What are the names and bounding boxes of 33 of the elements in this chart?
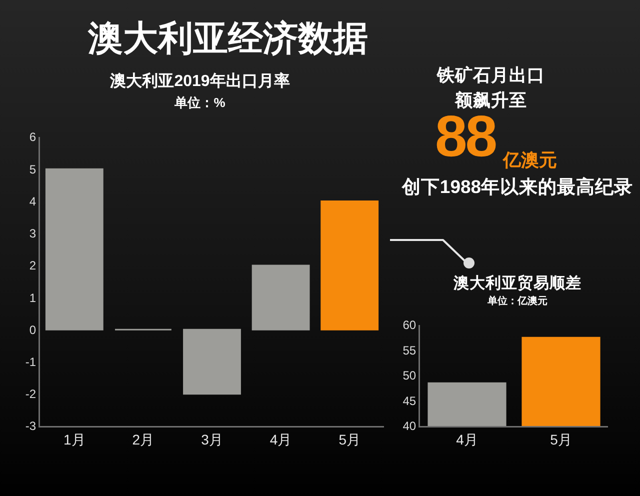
y-tick-label: 55: [402, 343, 416, 358]
bar: [320, 200, 379, 330]
y-tick-label: 5: [29, 162, 36, 176]
y-tick-label: 50: [402, 368, 416, 383]
x-tick-label: 2月: [132, 431, 154, 448]
bar: [183, 328, 241, 395]
text: 澳大利亚经济数据: [88, 18, 368, 60]
y-tick-label: 0: [29, 322, 36, 337]
x-tick-label: 5月: [338, 431, 360, 448]
y-tick-label: 40: [402, 419, 416, 434]
bar: [252, 264, 310, 330]
y-tick-label: -2: [25, 387, 36, 402]
y-tick-label: 1: [29, 290, 36, 305]
y-tick-label: 4: [29, 194, 36, 208]
y-tick-label: 3: [29, 226, 36, 241]
y-tick-label: 6: [29, 130, 36, 144]
x-tick-label: 5月: [550, 431, 572, 448]
text: 创下1988年以来的最高纪录: [400, 175, 634, 199]
x-tick-label: 3月: [201, 431, 223, 448]
y-tick-label: -1: [25, 354, 36, 369]
chart-title: 澳大利亚贸易顺差: [452, 274, 582, 294]
x-tick-label: 1月: [64, 431, 86, 448]
chart-title: 澳大利亚2019年出口月率: [109, 72, 291, 92]
text: 亿澳元: [503, 149, 557, 171]
chart-subtitle: 单位：亿澳元: [486, 295, 548, 309]
x-tick-label: 4月: [270, 431, 292, 448]
bar: [45, 168, 104, 330]
y-tick-label: 2: [29, 258, 36, 273]
chart-subtitle: 单位：%: [174, 94, 226, 111]
x-tick-label: 4月: [456, 431, 478, 448]
y-tick-label: 60: [402, 318, 416, 332]
y-tick-label: 45: [402, 394, 416, 408]
y-tick-label: -3: [25, 419, 36, 434]
